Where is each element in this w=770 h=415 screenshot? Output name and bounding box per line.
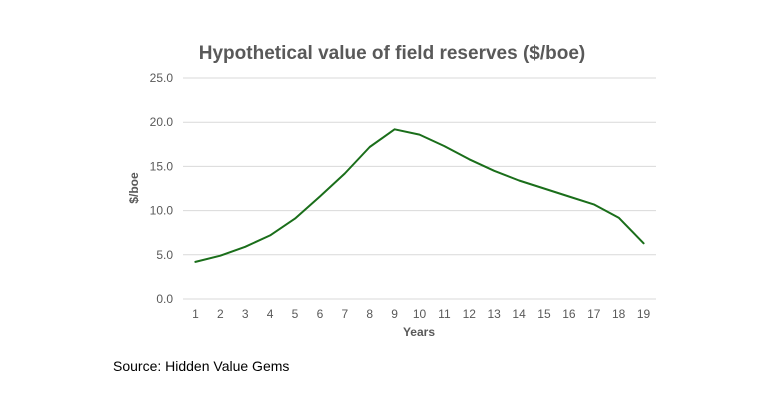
series-group <box>194 128 645 263</box>
x-tick-label: 4 <box>267 307 274 321</box>
y-tick-label: 5.0 <box>156 248 173 262</box>
y-tick-label: 15.0 <box>150 159 174 173</box>
y-axis-ticks: 0.0 5.0 10.0 15.0 20.0 25.0 <box>150 71 174 306</box>
x-axis-ticks: 1 2 3 4 5 6 7 8 9 10 11 12 13 14 15 16 17 18 19 <box>192 307 650 321</box>
x-tick-label: 2 <box>217 307 224 321</box>
x-tick-label: 3 <box>242 307 249 321</box>
x-tick-label: 19 <box>637 307 651 321</box>
x-tick-label: 14 <box>512 307 526 321</box>
x-tick-label: 1 <box>192 307 199 321</box>
x-tick-label: 12 <box>463 307 477 321</box>
x-tick-label: 8 <box>366 307 373 321</box>
x-tick-label: 11 <box>438 307 451 321</box>
x-tick-label: 7 <box>341 307 348 321</box>
chart-title: Hypothetical value of field reserves ($/… <box>199 43 585 64</box>
gridlines <box>183 77 656 300</box>
x-tick-label: 15 <box>537 307 551 321</box>
y-tick-label: 20.0 <box>150 115 174 129</box>
x-tick-label: 5 <box>292 307 299 321</box>
x-tick-label: 6 <box>317 307 324 321</box>
y-axis-label: $/boe <box>127 172 141 204</box>
x-tick-label: 10 <box>413 307 427 321</box>
series-line <box>194 128 645 263</box>
x-tick-label: 16 <box>562 307 576 321</box>
x-tick-label: 13 <box>488 307 502 321</box>
y-tick-label: 0.0 <box>156 292 173 306</box>
x-tick-label: 9 <box>391 307 398 321</box>
x-tick-label: 17 <box>587 307 601 321</box>
x-axis-label: Years <box>403 325 435 339</box>
x-tick-label: 18 <box>612 307 626 321</box>
y-tick-label: 25.0 <box>150 71 174 85</box>
source-note: Source: Hidden Value Gems <box>113 358 290 374</box>
y-tick-label: 10.0 <box>150 204 174 218</box>
